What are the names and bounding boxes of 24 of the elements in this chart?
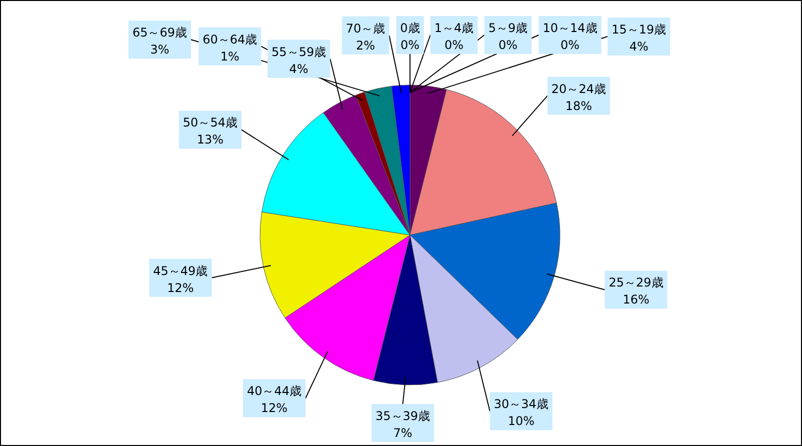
slice-label: 55～59歳: [272, 44, 326, 59]
slice-label: 20～24歳: [551, 82, 606, 96]
data-label: 1%: [220, 49, 240, 64]
slice-label: 50～54歳: [182, 116, 238, 130]
data-label: 4%: [289, 62, 308, 76]
slice-label: 60～64歳: [202, 32, 258, 46]
data-label: 18%: [565, 98, 592, 113]
data-label: 13%: [196, 132, 224, 147]
slice-label: 15～19歳: [612, 22, 666, 37]
slice-label: 65～69歳: [132, 26, 187, 40]
data-label: 12%: [260, 401, 288, 416]
slice-label: 70～歳: [346, 21, 386, 36]
data-label: 12%: [167, 280, 194, 295]
slice-label: 30～34歳: [494, 397, 548, 412]
data-label: 16%: [622, 292, 650, 307]
slice-label: 25～29歳: [608, 276, 664, 290]
data-label: 3%: [150, 42, 170, 57]
data-label: 7%: [393, 426, 412, 440]
slice-label: 35～39歳: [375, 409, 430, 423]
data-label: 2%: [356, 38, 376, 52]
slice-label: 45～49歳: [153, 264, 208, 278]
data-label: 10%: [508, 414, 535, 428]
data-label: 4%: [629, 40, 648, 54]
slice-label: 40～44歳: [246, 384, 302, 398]
